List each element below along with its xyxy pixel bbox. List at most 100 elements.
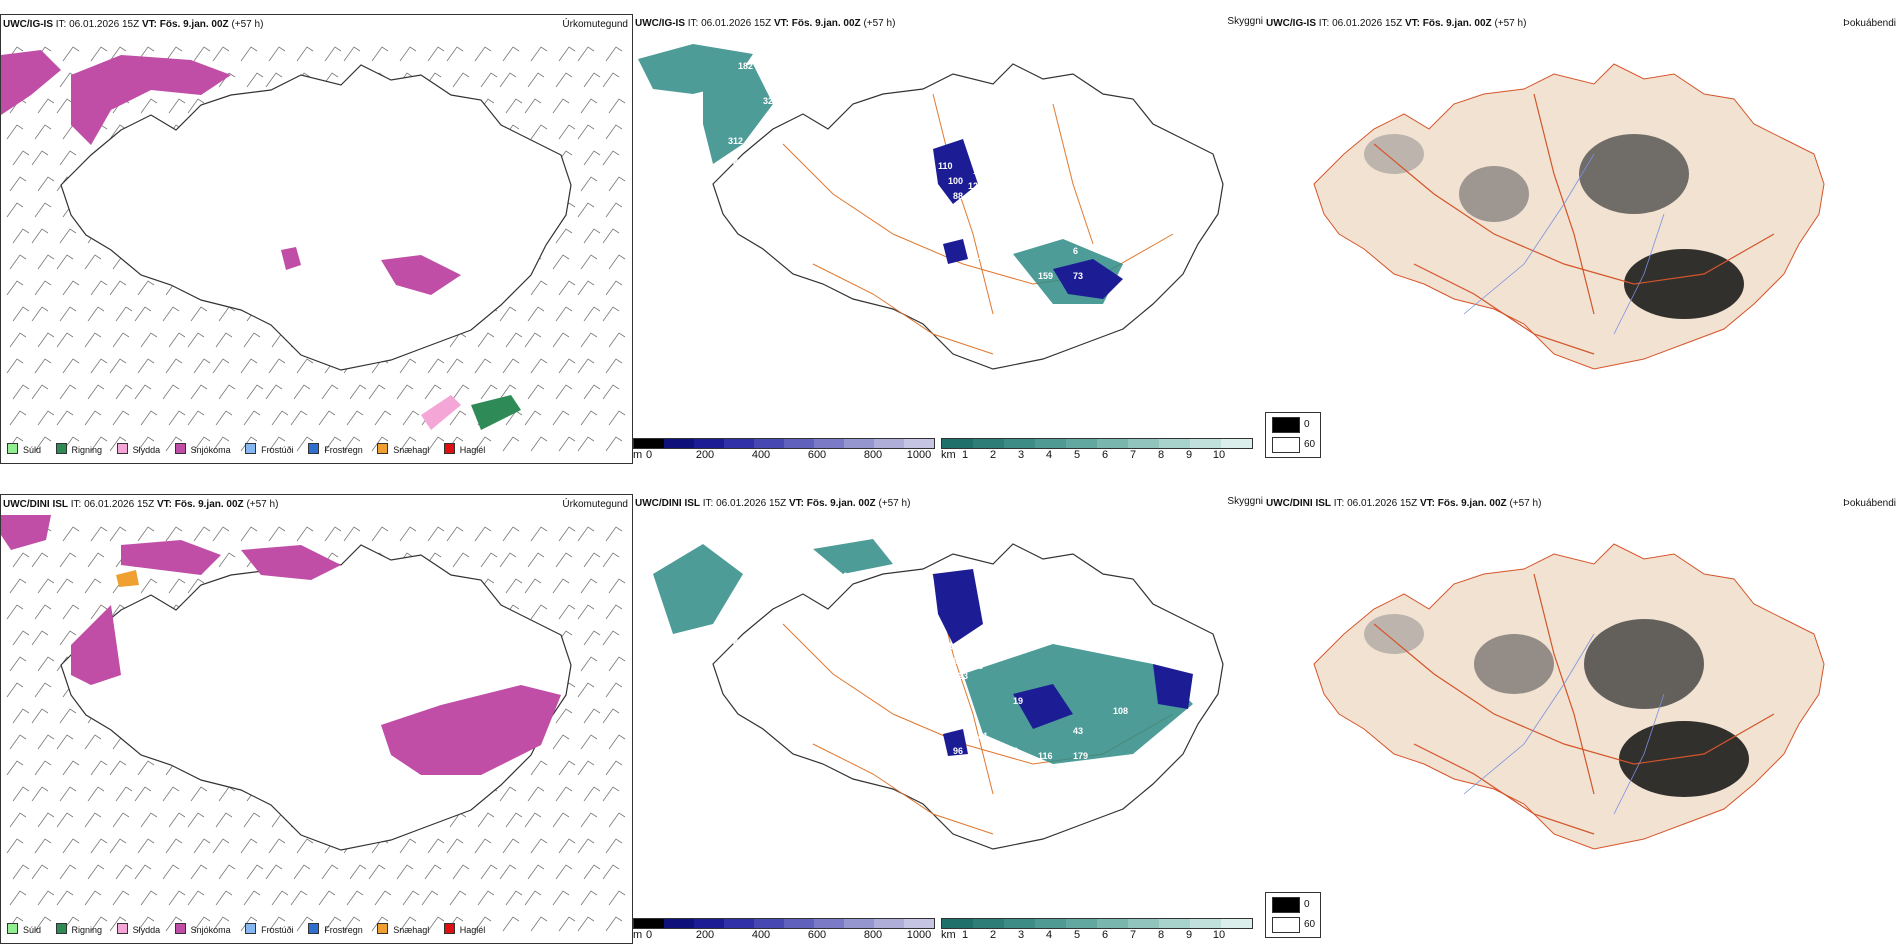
height-label: 124 <box>973 646 988 656</box>
wind-barb <box>165 526 183 542</box>
vis-tick: 7 <box>1129 449 1137 461</box>
wind-barb <box>90 358 108 374</box>
wind-barb <box>583 708 601 724</box>
wind-barb <box>527 864 545 880</box>
wind-barb <box>268 838 286 854</box>
wind-barb <box>577 838 595 854</box>
wind-barb <box>212 916 230 932</box>
height-label: 189 <box>738 541 753 551</box>
ceiling-unit: m <box>633 449 643 461</box>
wind-barb <box>9 656 27 672</box>
vis-tick: 3 <box>1017 929 1025 941</box>
legend-item: Frostúði <box>245 923 294 935</box>
sleet-area <box>421 395 461 430</box>
wind-barb <box>477 890 495 906</box>
snow-area <box>1 515 51 550</box>
legend-item: Snæhagl <box>377 923 429 935</box>
wind-barb <box>558 436 576 452</box>
wind-barb <box>427 916 445 932</box>
wind-barb <box>87 384 105 400</box>
wind-barb <box>12 306 30 322</box>
wind-barb <box>59 384 77 400</box>
height-label: 321 <box>763 96 778 106</box>
height-label: 104 <box>923 706 938 716</box>
legend-item: Frostregn <box>308 443 363 455</box>
wind-barb <box>558 916 576 932</box>
ceiling-tick: 600 <box>807 449 827 461</box>
wind-barb <box>452 864 470 880</box>
wind-barb <box>580 410 598 426</box>
wind-barb <box>165 838 183 854</box>
wind-barb <box>56 254 74 270</box>
legend-swatch <box>308 443 320 454</box>
wind-barb <box>555 552 573 568</box>
wind-barb <box>140 890 158 906</box>
wind-barb <box>552 734 570 750</box>
wind-barb <box>212 358 230 374</box>
wind-barb <box>583 786 601 802</box>
wind-barb <box>246 72 264 88</box>
cloud-area <box>943 729 968 756</box>
wind-barb <box>187 98 205 114</box>
wind-barb <box>530 124 548 140</box>
wind-barb <box>84 890 102 906</box>
wind-barb <box>12 552 30 568</box>
vis-tick: 10 <box>1212 929 1226 941</box>
wind-barb <box>608 734 626 750</box>
height-label: 152 <box>978 251 993 261</box>
height-label: 301 <box>938 641 953 651</box>
wind-barb <box>505 578 523 594</box>
wind-barb <box>87 864 105 880</box>
cloud-area <box>943 239 968 264</box>
wind-barb <box>140 332 158 348</box>
wind-barb <box>552 254 570 270</box>
low-cloud-areas <box>933 139 1123 299</box>
wind-barb <box>499 72 517 88</box>
row-top: UWC/IG-IS IT: 06.01.2026 15Z VT: Fös. 9.… <box>0 0 1900 470</box>
wind-barb <box>165 358 183 374</box>
wind-barb <box>34 916 52 932</box>
wind-barb <box>165 46 183 62</box>
wind-barb <box>37 812 55 828</box>
wind-barb <box>109 916 127 932</box>
wind-barb <box>555 384 573 400</box>
vis-tick: 4 <box>1045 929 1053 941</box>
legend-swatch <box>55 443 67 454</box>
wind-barb <box>31 552 49 568</box>
fog-area <box>1459 166 1529 222</box>
wind-barb <box>580 98 598 114</box>
wind-barb <box>399 838 417 854</box>
wind-barb <box>187 410 205 426</box>
wind-barb <box>137 358 155 374</box>
wind-barb <box>134 384 152 400</box>
wind-barb <box>215 812 233 828</box>
legend-item: Haglél <box>443 923 485 935</box>
height-label: 110 <box>893 581 908 591</box>
wind-barb <box>112 812 130 828</box>
wind-barb <box>349 864 367 880</box>
wind-barb <box>56 578 74 594</box>
vis-tick: 9 <box>1185 449 1193 461</box>
fog-legend: 0 60 <box>1265 412 1321 458</box>
wind-barb <box>324 436 342 452</box>
wind-barb <box>59 228 77 244</box>
wind-barb <box>321 864 339 880</box>
wind-barb <box>583 630 601 646</box>
ceiling-colorbar: m 0 200 400 600 800 1000 <box>633 918 935 942</box>
fog-area <box>1364 614 1424 654</box>
height-label: 116 <box>1038 751 1053 761</box>
height-label: 926 <box>808 81 823 91</box>
wind-barb <box>31 864 49 880</box>
vis-tick: 1 <box>961 929 969 941</box>
wind-barb <box>90 604 108 620</box>
wind-barb <box>552 410 570 426</box>
height-label: 979 <box>843 91 858 101</box>
wind-barb <box>62 358 80 374</box>
legend-swatch <box>245 443 257 454</box>
ceiling-vis-panel: UWC/IG-IS IT: 06.01.2026 15Z VT: Fös. 9.… <box>633 14 1321 462</box>
wind-barb <box>474 526 492 542</box>
wind-barb <box>502 436 520 452</box>
wind-barb <box>502 358 520 374</box>
wind-barb <box>474 358 492 374</box>
wind-barb <box>137 760 155 776</box>
